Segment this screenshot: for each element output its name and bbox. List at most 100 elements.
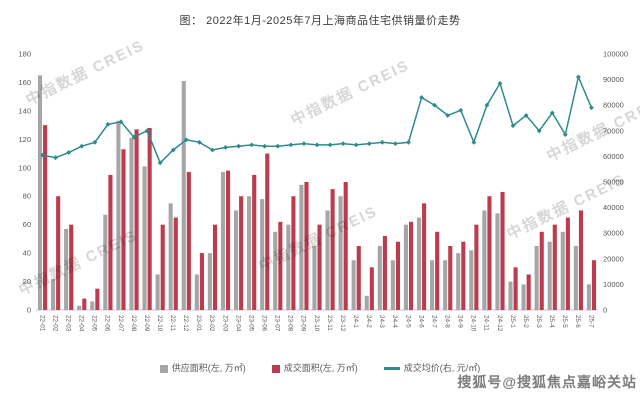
supply-bar (51, 278, 56, 310)
x-axis-label: 25-6 (574, 315, 581, 328)
supply-bar (116, 120, 121, 310)
left-axis-tick: 140 (18, 106, 31, 115)
left-axis-tick: 100 (18, 163, 31, 172)
transaction-bar (435, 231, 440, 310)
x-axis-label: 22-02 (51, 315, 58, 332)
price-marker (458, 107, 464, 113)
left-axis-tick: 0 (27, 306, 31, 315)
supply-bar (286, 224, 291, 310)
transaction-bar (369, 267, 374, 310)
price-marker (66, 150, 72, 155)
x-axis-label: 22-08 (130, 315, 137, 332)
transaction-bar (69, 224, 74, 310)
right-axis-tick: 50000 (603, 178, 624, 187)
transaction-bar (382, 236, 387, 310)
right-axis-tick: 30000 (603, 229, 624, 238)
supply-area-swatch (159, 364, 168, 373)
right-axis-tick: 70000 (603, 126, 624, 135)
x-axis-label: 23-06 (261, 315, 268, 332)
supply-bar (430, 260, 435, 310)
right-axis-tick: 60000 (603, 152, 624, 161)
supply-bar (273, 231, 278, 310)
transaction-bar (186, 172, 191, 310)
price-marker (249, 142, 255, 148)
supply-bar (181, 81, 186, 310)
x-axis-label: 22-12 (182, 315, 189, 332)
x-axis-label: 25-5 (561, 315, 568, 328)
supply-bar (377, 246, 382, 310)
supply-bar (247, 196, 252, 310)
sohu-watermark: 搜狐号@搜狐焦点嘉峪关站 (457, 374, 637, 390)
legend-item-avg-price: 成交均价(右, 元/㎡) (383, 361, 480, 374)
supply-bar (403, 224, 408, 310)
supply-bar (90, 301, 95, 310)
supply-bar (338, 196, 343, 310)
x-axis-label: 25-3 (535, 315, 542, 328)
price-marker (445, 113, 451, 118)
supply-bar (260, 199, 265, 310)
right-axis-tick: 0 (603, 306, 607, 315)
price-marker (575, 74, 581, 80)
price-marker (419, 95, 424, 100)
x-axis-label: 23-07 (274, 315, 281, 332)
transaction-bar (343, 182, 348, 310)
price-marker (536, 128, 542, 134)
supply-bar (573, 246, 578, 310)
right-axis-tick: 20000 (603, 254, 624, 263)
price-marker (432, 102, 438, 108)
transaction-bar (278, 221, 283, 310)
transaction-bar (539, 231, 544, 310)
transaction-bar (212, 224, 218, 310)
supply-bar (443, 260, 448, 310)
price-marker (406, 139, 411, 145)
left-axis-tick: 20 (23, 277, 31, 286)
supply-bar (220, 172, 226, 310)
price-marker (92, 139, 98, 145)
x-axis-label: 22-07 (117, 315, 124, 332)
supply-bar (129, 137, 134, 310)
supply-bar (207, 253, 212, 310)
x-axis-label: 22-03 (64, 315, 71, 332)
price-marker (301, 141, 307, 147)
transaction-bar (95, 288, 100, 310)
supply-bar (155, 274, 160, 310)
left-axis-tick: 80 (23, 192, 31, 201)
legend: 供应面积(左, 万㎡) 成交面积(左, 万㎡) 成交均价(右, 元/㎡) (0, 361, 640, 374)
price-marker (262, 143, 268, 149)
supply-bar (64, 228, 69, 310)
price-marker (379, 139, 385, 145)
price-marker (157, 160, 163, 166)
price-marker (183, 137, 189, 143)
x-axis-label: 23-03 (221, 315, 228, 332)
supply-bar (351, 260, 356, 310)
x-axis-label: 23-01 (195, 315, 202, 332)
supply-bar (364, 295, 369, 310)
left-axis-tick: 40 (23, 249, 31, 258)
right-axis-tick: 90000 (603, 75, 624, 84)
x-axis-label: 22-09 (143, 315, 150, 332)
price-marker (562, 132, 568, 138)
supply-bar (560, 231, 565, 310)
price-marker (105, 121, 111, 127)
left-axis-tick: 160 (18, 78, 31, 87)
supply-bar (168, 203, 173, 310)
supply-bar (194, 274, 199, 310)
transaction-bar (82, 298, 87, 310)
supply-bar (586, 284, 591, 310)
x-axis-label: 22-04 (78, 315, 85, 332)
x-axis-label: 25-4 (548, 315, 555, 328)
right-axis-tick: 80000 (603, 101, 624, 110)
legend-label-transaction: 成交面积(左, 万㎡) (283, 363, 358, 373)
x-axis-label: 24-10 (470, 315, 477, 332)
right-axis-tick: 100000 (603, 50, 628, 59)
transaction-bar (591, 260, 597, 310)
right-axis-tick: 10000 (603, 280, 624, 289)
transaction-bar (487, 196, 492, 310)
x-axis-label: 24-5 (404, 315, 411, 328)
supply-bar (142, 166, 147, 310)
transaction-bar (500, 191, 505, 310)
transaction-bar (43, 125, 48, 310)
left-axis-tick: 60 (23, 220, 31, 229)
transaction-bar (565, 217, 570, 310)
price-marker (327, 142, 333, 148)
